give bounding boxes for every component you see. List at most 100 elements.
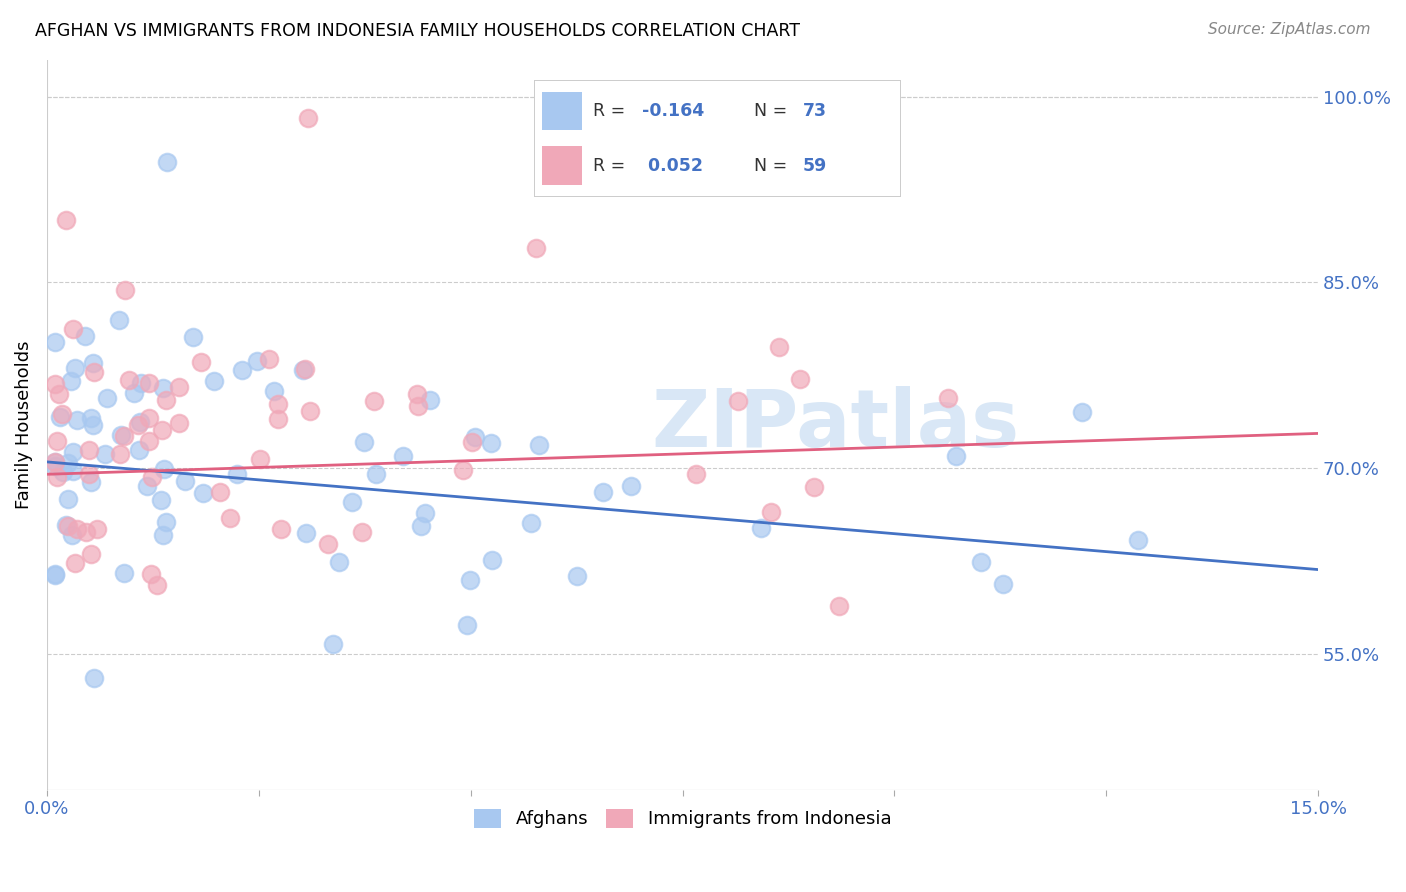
Point — [970, 555, 993, 569]
Point — [129, 415, 152, 429]
Point — [152, 528, 174, 542]
Point — [409, 519, 432, 533]
Point — [94, 447, 117, 461]
Y-axis label: Family Households: Family Households — [15, 341, 32, 509]
Bar — [541, 92, 582, 130]
Point — [392, 449, 415, 463]
Text: AFGHAN VS IMMIGRANTS FROM INDONESIA FAMILY HOUSEHOLDS CORRELATION CHART: AFGHAN VS IMMIGRANTS FROM INDONESIA FAMI… — [35, 22, 800, 40]
Point — [110, 427, 132, 442]
Point — [1071, 405, 1094, 419]
Point — [524, 241, 547, 255]
Point — [619, 478, 641, 492]
Point — [295, 526, 318, 541]
Point — [270, 522, 292, 536]
Point — [62, 464, 84, 478]
Point — [118, 373, 141, 387]
Point — [294, 362, 316, 376]
Point — [520, 516, 543, 531]
Point — [193, 485, 215, 500]
Point — [945, 450, 967, 464]
Point — [592, 484, 614, 499]
Point — [456, 618, 478, 632]
Point — [993, 577, 1015, 591]
Point — [63, 360, 86, 375]
Point — [82, 418, 104, 433]
Point — [246, 354, 269, 368]
Point — [49, 410, 72, 425]
Point — [363, 394, 385, 409]
Point — [96, 391, 118, 405]
Point — [461, 435, 484, 450]
Point — [145, 578, 167, 592]
Point — [267, 412, 290, 426]
Point — [66, 413, 89, 427]
Point — [138, 434, 160, 448]
Text: 73: 73 — [803, 102, 827, 120]
Point — [727, 394, 749, 409]
Point — [127, 417, 149, 432]
Point — [167, 416, 190, 430]
Point — [80, 475, 103, 489]
Point — [263, 384, 285, 398]
Point — [340, 495, 363, 509]
Point — [136, 479, 159, 493]
Point — [55, 517, 77, 532]
Point — [152, 462, 174, 476]
Point — [208, 484, 231, 499]
Point — [219, 511, 242, 525]
Text: 59: 59 — [803, 156, 827, 175]
Point — [419, 392, 441, 407]
Point — [190, 355, 212, 369]
Point — [83, 365, 105, 379]
Point — [458, 573, 481, 587]
Bar — [541, 146, 582, 185]
Point — [48, 386, 70, 401]
Point — [75, 525, 97, 540]
Point — [768, 340, 790, 354]
Point — [529, 438, 551, 452]
Point — [73, 329, 96, 343]
Point — [479, 436, 502, 450]
Text: N =: N = — [754, 102, 793, 120]
Point — [56, 519, 79, 533]
Text: Source: ZipAtlas.com: Source: ZipAtlas.com — [1208, 22, 1371, 37]
Point — [155, 392, 177, 407]
Point — [82, 356, 104, 370]
Point — [267, 397, 290, 411]
Point — [60, 528, 83, 542]
Point — [749, 521, 772, 535]
Point — [122, 385, 145, 400]
Point — [759, 505, 782, 519]
Point — [58, 492, 80, 507]
Point — [350, 525, 373, 540]
Point — [183, 330, 205, 344]
Point — [138, 411, 160, 425]
Point — [464, 430, 486, 444]
Point — [62, 445, 84, 459]
Point — [79, 410, 101, 425]
Point — [481, 553, 503, 567]
Point — [44, 455, 66, 469]
Point — [52, 465, 75, 479]
Point — [44, 334, 66, 349]
Point — [565, 568, 588, 582]
Text: R =: R = — [593, 156, 630, 175]
Point — [938, 391, 960, 405]
Point — [685, 467, 707, 481]
Point — [291, 363, 314, 377]
Point — [828, 599, 851, 613]
Text: -0.164: -0.164 — [643, 102, 704, 120]
Point — [58, 456, 80, 470]
Point — [366, 467, 388, 481]
Point — [406, 387, 429, 401]
Point — [77, 443, 100, 458]
Point — [114, 283, 136, 297]
Point — [249, 451, 271, 466]
Point — [112, 566, 135, 580]
Point — [112, 429, 135, 443]
Text: 0.052: 0.052 — [643, 156, 703, 175]
Point — [131, 376, 153, 390]
Point — [141, 566, 163, 581]
Point — [45, 434, 67, 448]
Point — [86, 522, 108, 536]
